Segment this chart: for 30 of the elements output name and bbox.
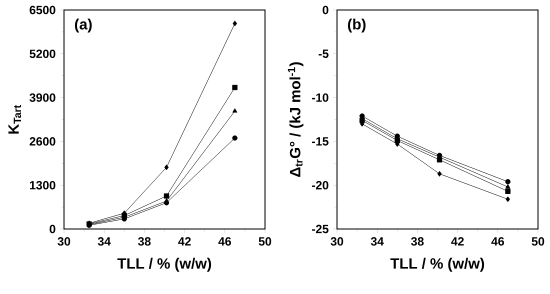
y-tick-label: -5 <box>318 50 328 58</box>
annotation: (a) <box>74 18 92 32</box>
y-axis-title: Δ$_{tr}$G° / (kJ mol$^{-1}$) <box>288 62 304 177</box>
annotation: (b) <box>348 18 366 32</box>
y-tick-label: 0 <box>322 6 328 14</box>
x-tick-label: 50 <box>258 237 272 246</box>
y-tick-label: -25 <box>312 224 328 234</box>
y-tick-label: -20 <box>312 180 328 190</box>
y-tick-label: -10 <box>312 93 328 102</box>
x-tick-label: 38 <box>138 237 151 246</box>
y-tick-label: 5200 <box>30 50 56 58</box>
x-tick-label: 38 <box>411 237 424 246</box>
y-tick-label: 2600 <box>30 137 56 146</box>
x-axis-title: TLL / % (w/w) <box>390 258 484 272</box>
x-tick-label: 30 <box>58 237 70 246</box>
x-tick-label: 46 <box>218 237 232 246</box>
y-axis-title: K$_{Tart}$ <box>8 104 22 134</box>
x-axis-title: TLL / % (w/w) <box>117 258 212 272</box>
x-tick-label: 34 <box>370 237 384 246</box>
y-tick-label: -15 <box>312 137 328 146</box>
x-tick-label: 50 <box>532 237 544 246</box>
y-tick-label: 1300 <box>30 180 56 190</box>
x-tick-label: 34 <box>98 237 111 246</box>
x-tick-label: 42 <box>451 237 464 246</box>
y-tick-label: 6500 <box>30 6 56 14</box>
x-tick-label: 30 <box>330 237 344 246</box>
y-tick-label: 3900 <box>30 93 56 102</box>
x-tick-label: 46 <box>491 237 504 246</box>
y-tick-label: 0 <box>50 224 56 234</box>
x-tick-label: 42 <box>178 237 191 246</box>
